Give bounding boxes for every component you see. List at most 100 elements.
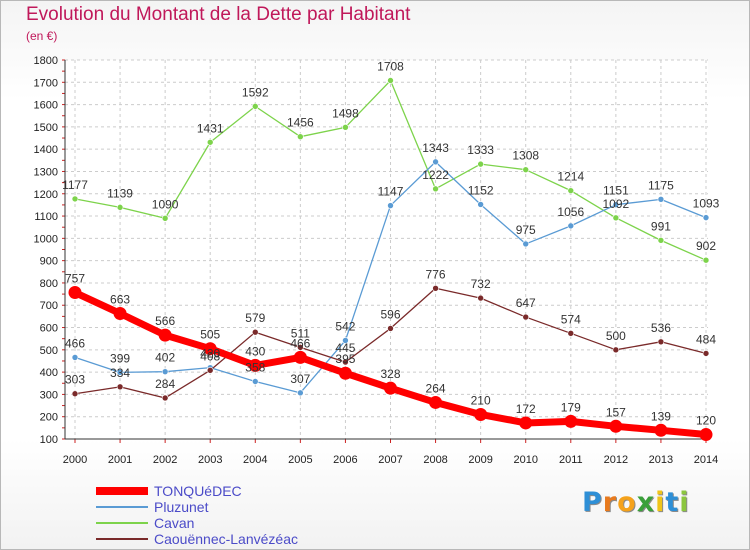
data-point (429, 395, 443, 409)
x-tick-label: 2010 (513, 454, 537, 466)
data-label: 1152 (468, 183, 494, 197)
x-tick-label: 2012 (604, 454, 628, 466)
data-point (567, 187, 575, 194)
y-tick-label: 900 (40, 256, 58, 268)
y-tick-label: 1100 (34, 211, 58, 223)
data-label: 1214 (557, 170, 584, 184)
data-label: 1056 (557, 205, 584, 219)
data-label: 303 (65, 373, 85, 387)
data-point (702, 350, 710, 357)
data-point (161, 368, 169, 375)
data-point (113, 306, 127, 320)
plot-area (65, 60, 708, 439)
brand-letter: i (679, 487, 690, 518)
data-label: 420 (200, 347, 220, 361)
chart-subtitle: (en €) (26, 29, 58, 43)
data-point (564, 414, 578, 428)
data-point (251, 103, 259, 110)
data-point (432, 284, 439, 292)
data-label: 1092 (603, 197, 630, 211)
legend-swatch (96, 522, 148, 524)
data-label: 445 (335, 341, 355, 355)
data-point (387, 202, 394, 209)
data-point (657, 196, 665, 203)
legend-label: Cavan (154, 515, 195, 531)
y-tick-label: 1000 (34, 233, 58, 245)
data-label: 579 (245, 311, 265, 325)
data-label: 1592 (242, 85, 269, 99)
data-label: 1333 (467, 143, 494, 157)
y-tick-label: 800 (40, 278, 58, 290)
data-point (116, 369, 124, 376)
chart-title: Evolution du Montant de la Dette par Hab… (26, 4, 411, 25)
data-point (384, 381, 397, 395)
legend-swatch (96, 487, 148, 495)
x-tick-label: 2003 (198, 454, 222, 466)
legend-swatch (96, 538, 148, 540)
data-point (161, 394, 169, 402)
y-tick-label: 200 (40, 412, 58, 424)
data-point (342, 337, 349, 344)
data-point (293, 350, 307, 364)
y-tick-label: 600 (40, 323, 58, 335)
data-label: 1222 (422, 168, 449, 182)
y-tick-label: 1600 (34, 100, 58, 112)
data-point (567, 330, 575, 337)
x-tick-label: 2013 (649, 454, 673, 466)
data-point (702, 214, 710, 221)
data-point (342, 124, 349, 131)
data-label: 1708 (377, 60, 404, 74)
y-tick-label: 700 (40, 300, 58, 312)
data-label: 466 (290, 336, 310, 350)
y-tick-label: 100 (40, 434, 58, 446)
data-label: 1343 (422, 141, 449, 155)
data-label: 399 (110, 351, 130, 365)
brand-letter: i (655, 487, 666, 518)
data-point (477, 160, 484, 168)
data-point (297, 133, 304, 140)
data-label: 402 (155, 351, 175, 365)
data-point (338, 366, 352, 380)
data-label: 574 (561, 312, 581, 326)
data-point (206, 138, 214, 146)
data-point (161, 214, 169, 222)
data-label: 210 (471, 393, 491, 407)
data-point (702, 256, 710, 264)
data-point (657, 338, 665, 346)
data-point (474, 407, 488, 421)
data-label: 307 (290, 372, 310, 386)
data-label: 264 (426, 381, 446, 395)
y-tick-label: 1800 (34, 55, 58, 67)
data-label: 430 (245, 344, 265, 358)
data-label: 120 (696, 414, 716, 428)
data-label: 139 (651, 409, 671, 423)
x-tick-label: 2011 (559, 454, 583, 466)
data-point (612, 214, 620, 222)
data-label: 1090 (152, 197, 179, 211)
data-label: 542 (335, 319, 355, 333)
data-point (251, 378, 259, 385)
brand-logo: Proxiti (582, 487, 690, 518)
data-label: 663 (110, 292, 130, 306)
x-tick-label: 2007 (378, 454, 402, 466)
y-tick-label: 1400 (34, 144, 58, 156)
data-point (567, 222, 575, 230)
x-tick-label: 2001 (108, 454, 132, 466)
data-point (297, 344, 304, 351)
data-label: 757 (65, 272, 85, 286)
data-point (657, 237, 665, 244)
data-point (432, 158, 439, 166)
data-point (116, 204, 124, 211)
data-point (71, 195, 79, 203)
data-point (387, 325, 394, 332)
data-label: 500 (606, 329, 626, 343)
data-label: 334 (110, 366, 130, 380)
data-label: 732 (471, 277, 491, 291)
data-label: 484 (696, 332, 716, 346)
legend-label: TONQUéDEC (154, 483, 242, 499)
data-label: 179 (561, 400, 581, 414)
data-label: 1498 (332, 106, 359, 120)
data-label: 991 (651, 219, 671, 233)
data-label: 1456 (287, 116, 314, 130)
data-point (654, 423, 668, 437)
